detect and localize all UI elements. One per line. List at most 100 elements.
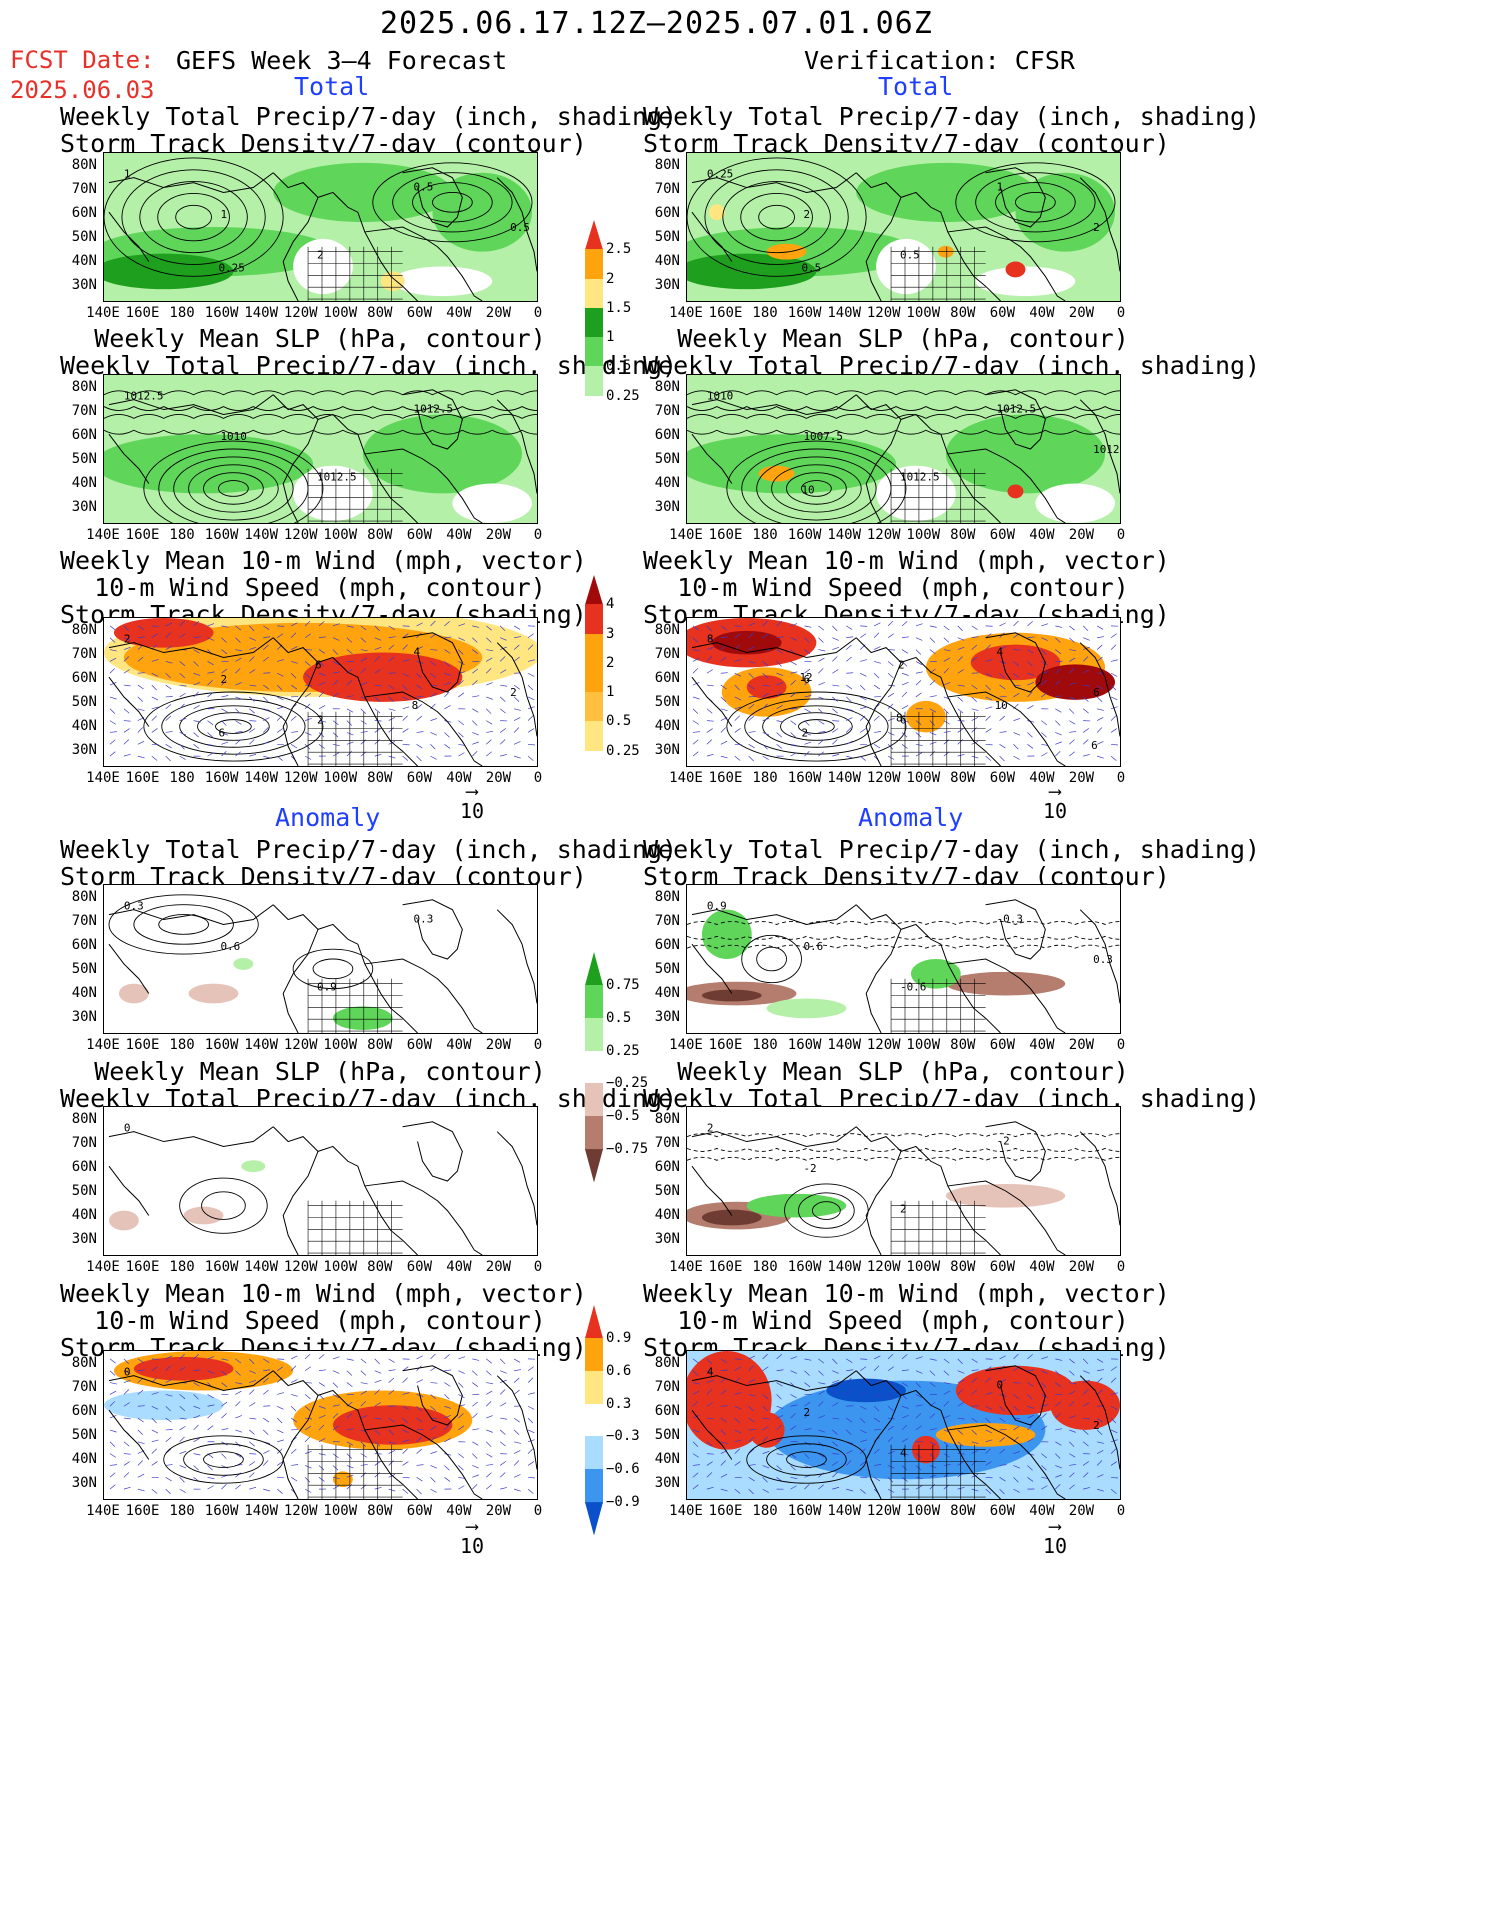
contour-label: -2 <box>997 1135 1010 1148</box>
contour-label: 6 <box>218 726 225 739</box>
lat-tick-label: 80N <box>71 1111 97 1127</box>
lon-tick-label: 60W <box>989 305 1016 321</box>
map-panel-aslp-verification: 2 -2 2 -2 <box>686 1106 1121 1256</box>
contour-line <box>104 406 537 411</box>
contour-label: 1012.5 <box>900 471 940 484</box>
map-panel-slp-forecast: 1012.5 1010 1012.5 1012.5 <box>103 374 538 524</box>
shading-region <box>118 983 149 1004</box>
lon-tick-label: 180 <box>752 305 778 321</box>
contour-line <box>188 464 279 513</box>
contour-line <box>161 698 306 755</box>
lon-tick-label: 140E <box>669 527 703 543</box>
contour-labels: 1012.5 1010 1012.5 1012.5 <box>124 390 453 484</box>
lat-tick-label: 80N <box>654 889 680 905</box>
colorbar-label: 1 <box>606 329 615 346</box>
colorbar-segment <box>585 1083 603 1117</box>
lon-tick-label: 60W <box>406 770 433 786</box>
lon-tick-label: 20W <box>485 1259 512 1275</box>
contour-line <box>203 1451 244 1468</box>
colorbar-label: −0.3 <box>606 1428 640 1445</box>
contour-label: 0.3 <box>124 900 144 913</box>
left-column-title: GEFS Week 3–4 Forecast <box>176 46 508 75</box>
contour-label: 2 <box>898 658 905 671</box>
colorbar-label: 0.5 <box>606 358 632 375</box>
colorbar-segment <box>585 952 603 986</box>
shading-region <box>188 983 239 1004</box>
shading-region <box>332 1405 453 1445</box>
contour-labels: 0.25 2 0.5 1 2 0.5 <box>707 168 1100 275</box>
shading-region <box>876 465 956 522</box>
lon-tick-label: 80W <box>367 1037 393 1053</box>
map-panel-wind-forecast: 2 2 2 4 2 6 6 8 <box>103 617 538 767</box>
contour-label: 2 <box>1093 1419 1100 1432</box>
right-anomaly-label: Anomaly <box>858 803 964 832</box>
lat-tick-label: 40N <box>654 253 680 269</box>
lon-tick-label: 20W <box>1068 1037 1095 1053</box>
colorbar-label: 3 <box>606 625 615 642</box>
lon-tick-label: 160W <box>204 305 239 321</box>
lon-tick-label: 80W <box>950 1259 976 1275</box>
lon-tick-label: 60W <box>406 527 433 543</box>
wind-vectors <box>692 1353 1119 1495</box>
lon-tick-label: 160E <box>708 527 743 543</box>
shading-region <box>935 1423 1036 1447</box>
lat-tick-label: 30N <box>71 1009 97 1025</box>
contour-line <box>183 1443 264 1476</box>
lon-tick-label: 0 <box>1116 527 1126 543</box>
contour-labels: 0.3 0.6 0.9 0.3 <box>124 900 433 994</box>
lat-tick-label: 60N <box>654 205 680 221</box>
contour-label: 0 <box>997 1379 1004 1392</box>
lon-tick-label: 180 <box>752 527 778 543</box>
panel-title: Weekly Total Precip/7-day (inch, shading… <box>643 835 1261 891</box>
lon-tick-label: 180 <box>752 1259 778 1275</box>
lon-tick-label: 160W <box>787 1037 822 1053</box>
panel-title: Weekly Mean SLP (hPa, contour) Weekly Tot… <box>60 324 678 380</box>
panel-title: Weekly Total Precip/7-day (inch, shading… <box>643 102 1261 158</box>
lon-tick-label: 120W <box>866 305 901 321</box>
lon-tick-label: 40W <box>1029 527 1055 543</box>
contour-label: 0.25 <box>707 168 733 181</box>
colorbar-label: 0.25 <box>606 387 640 404</box>
contour-line <box>312 958 354 980</box>
lat-tick-label: 40N <box>654 718 680 734</box>
lat-tick-label: 70N <box>654 1379 680 1395</box>
map-panel-precip-forecast: 1 1 2 0.5 0.5 0.25 <box>103 152 538 302</box>
lon-tick-label: 160W <box>204 770 239 786</box>
shading-region <box>701 909 752 959</box>
right-total-label: Total <box>878 72 954 101</box>
shading-region <box>104 434 314 494</box>
contour-label: 1012.5 <box>317 471 357 484</box>
lat-tick-label: 30N <box>654 1231 680 1247</box>
shading-region <box>332 1006 393 1031</box>
lat-tick-label: 80N <box>654 379 680 395</box>
lon-tick-label: 40W <box>1029 305 1055 321</box>
contour-label: 1 <box>124 168 131 181</box>
contour-line <box>811 1201 841 1220</box>
lon-tick-label: 0 <box>1116 305 1126 321</box>
contour-label: 2 <box>707 1122 714 1135</box>
contour-label: -0.6 <box>900 981 926 994</box>
lon-tick-label: 60W <box>406 1037 433 1053</box>
contour-line <box>104 390 537 396</box>
shading-region <box>1035 664 1116 700</box>
lat-tick-label: 80N <box>654 157 680 173</box>
lon-tick-label: 20W <box>485 1037 512 1053</box>
shading-region <box>113 618 214 648</box>
lat-tick-label: 40N <box>654 1207 680 1223</box>
lon-tick-label: 20W <box>485 305 512 321</box>
contour-line <box>104 157 284 277</box>
lon-tick-label: 80W <box>950 1037 976 1053</box>
lon-tick-label: 180 <box>752 1037 778 1053</box>
contour-label: 0.5 <box>900 249 920 262</box>
lon-tick-label: 100W <box>323 1503 358 1519</box>
contour-line <box>955 162 1116 243</box>
lon-tick-label: 140W <box>827 1503 862 1519</box>
map-panel-aslp-forecast: 0 <box>103 1106 538 1256</box>
lon-tick-label: 160E <box>708 305 743 321</box>
lon-tick-label: 140W <box>244 305 279 321</box>
lon-tick-label: 60W <box>406 1259 433 1275</box>
panel-title: Weekly Mean 10-m Wind (mph, vector) 10-m … <box>60 546 587 629</box>
lat-tick-label: 40N <box>654 1451 680 1467</box>
colorbar-label: 0.5 <box>606 1009 632 1026</box>
lat-tick-label: 40N <box>71 1451 97 1467</box>
